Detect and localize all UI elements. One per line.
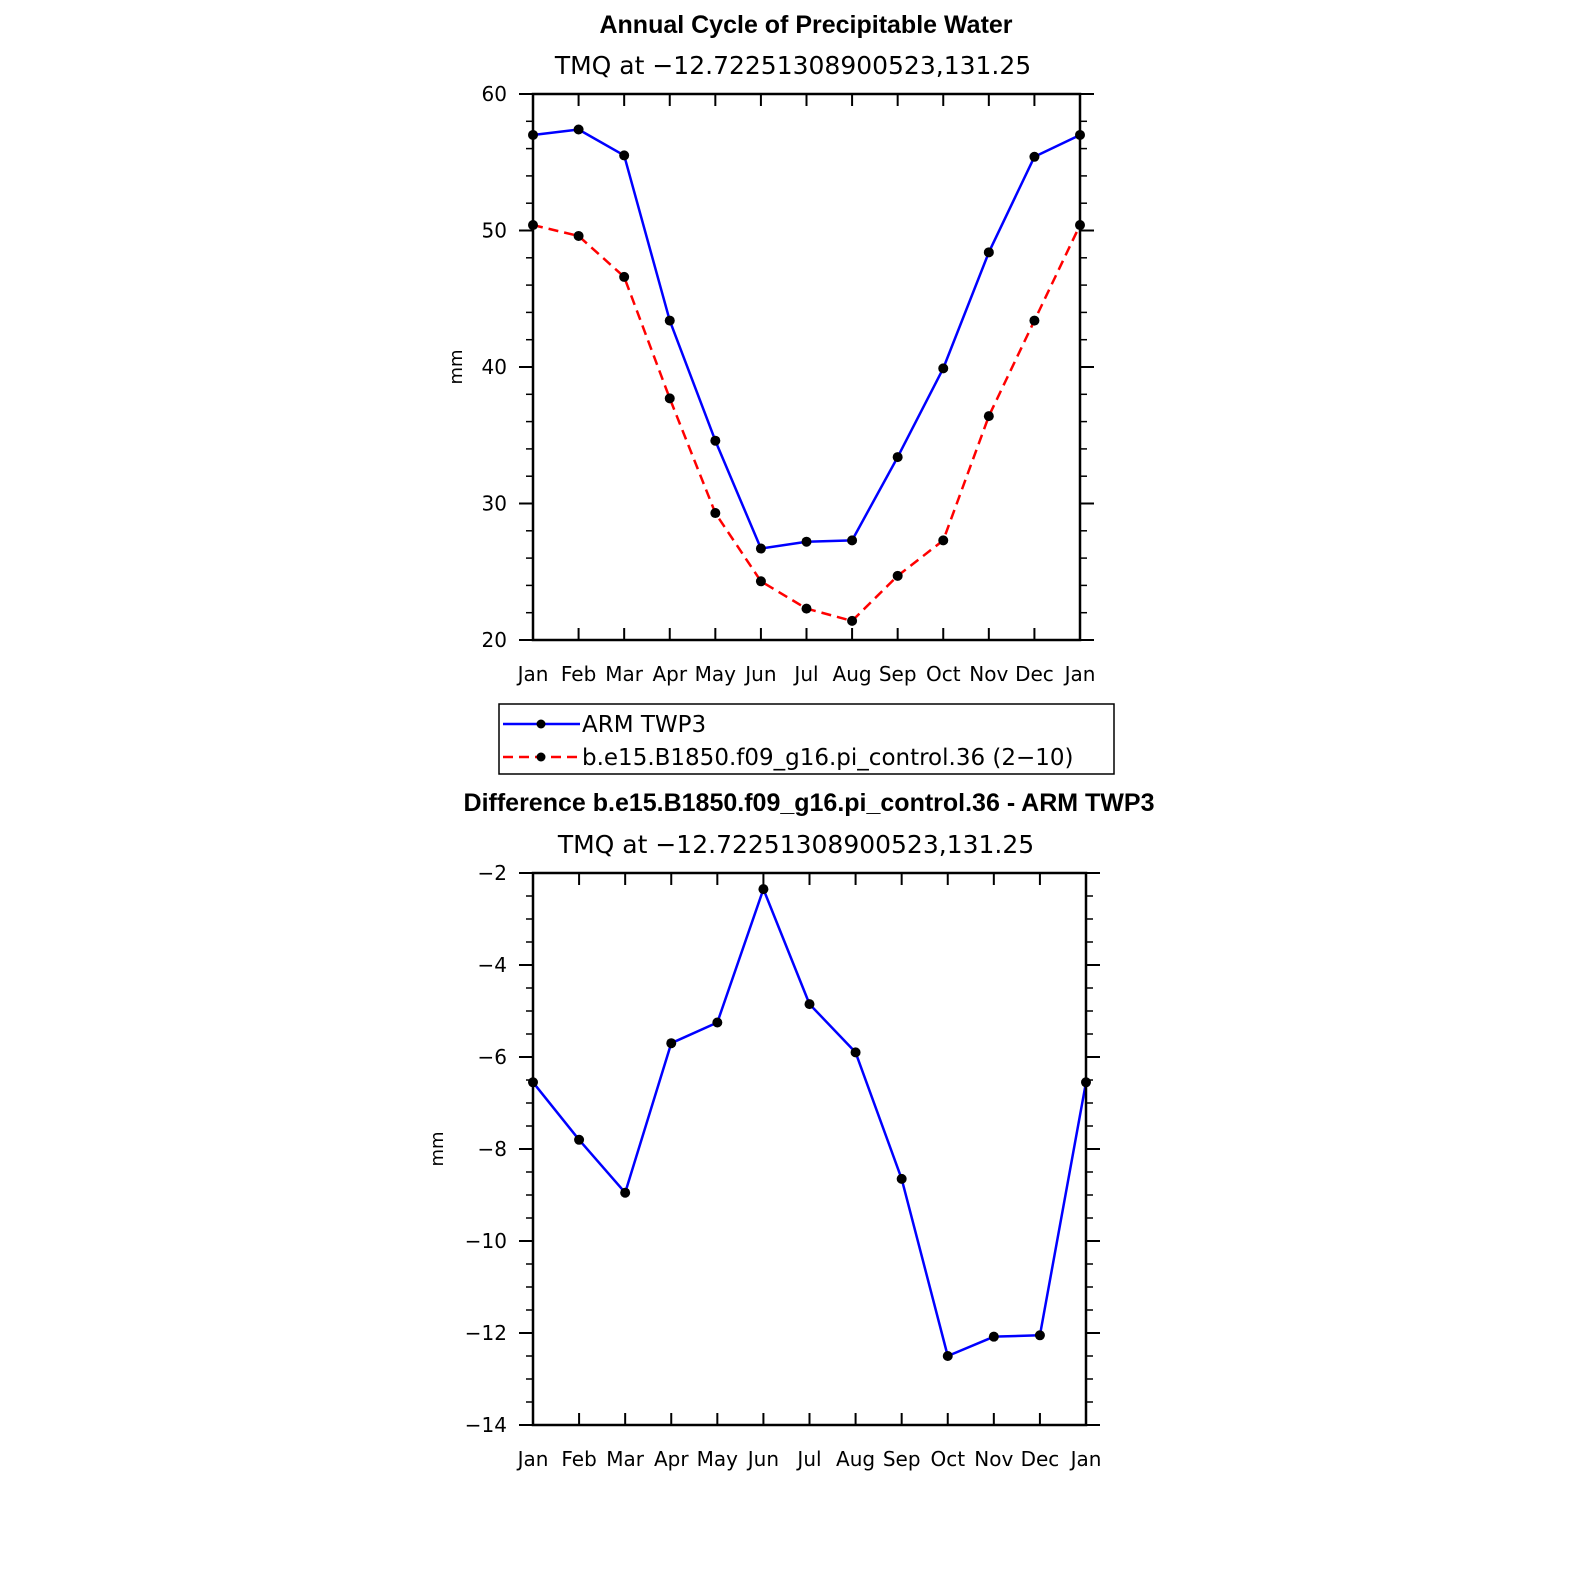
x-tick-label: Sep (883, 1447, 921, 1471)
data-point (801, 603, 812, 614)
x-tick-label: Nov (969, 662, 1008, 686)
data-point (938, 535, 949, 546)
legend-marker-arm (536, 719, 546, 729)
data-point (758, 884, 769, 895)
x-tick-label: Jan (516, 1447, 549, 1471)
x-tick-label: Jun (746, 1447, 779, 1471)
y-tick-label: −10 (465, 1229, 507, 1253)
x-tick-label: Oct (930, 1447, 965, 1471)
plot-frame (531, 92, 1082, 642)
plot-frame (531, 871, 1088, 1427)
annual-cycle-chart: Annual Cycle of Precipitable Water TMQ a… (446, 11, 1095, 686)
series-layer (528, 124, 1085, 626)
data-point (755, 576, 766, 587)
tick-layer: Jan Feb Mar Apr May Jun Jul Aug Sep Oct Nov Dec Jan−… (465, 861, 1102, 1471)
data-point (942, 1351, 953, 1361)
data-point (847, 615, 858, 626)
data-point (801, 536, 812, 547)
y-tick-label: 20 (482, 628, 507, 652)
x-tick-label: Feb (561, 1447, 596, 1471)
data-point (850, 1047, 861, 1058)
x-tick-label: Feb (561, 662, 596, 686)
legend-label-arm: ARM TWP3 (582, 712, 706, 738)
tick-layer: Jan Feb Mar Apr May Jun Jul Aug Sep Oct Nov Dec Jan 2… (482, 82, 1096, 686)
y-tick-label: −4 (478, 953, 507, 977)
data-point (710, 508, 721, 519)
data-point (573, 230, 584, 241)
data-point (710, 435, 721, 446)
data-point (574, 1134, 585, 1145)
series-line (532, 887, 1088, 1358)
x-tick-label: Jan (1069, 1447, 1102, 1471)
x-tick-label: Apr (652, 662, 687, 686)
x-tick-label: Mar (605, 662, 644, 686)
x-tick-label: Nov (974, 1447, 1013, 1471)
data-point (664, 393, 675, 404)
data-point (988, 1331, 999, 1342)
data-point (804, 999, 815, 1010)
y-tick-label: 50 (482, 219, 507, 243)
x-tick-label: Oct (926, 662, 961, 686)
x-tick-label: Aug (833, 662, 872, 686)
data-point (847, 535, 858, 546)
data-point (666, 1038, 677, 1049)
difference-chart: Difference b.e15.B1850.f09_g16.pi_contro… (427, 789, 1154, 1471)
y-tick-label: 30 (482, 492, 507, 516)
y-tick-label: 60 (482, 82, 507, 106)
x-tick-label: Sep (879, 662, 917, 686)
legend: ARM TWP3 b.e15.B1850.f09_g16.pi_control.… (498, 703, 1115, 775)
x-tick-label: May (697, 1447, 739, 1471)
data-point (573, 124, 584, 135)
y-tick-label: −2 (478, 861, 507, 885)
y-axis-label: mm (427, 1131, 448, 1166)
series-line (532, 223, 1082, 623)
x-tick-label: Jul (792, 662, 818, 686)
x-tick-label: Aug (836, 1447, 875, 1471)
y-tick-label: −8 (478, 1137, 507, 1161)
x-tick-label: Apr (654, 1447, 689, 1471)
y-tick-label: −14 (465, 1413, 507, 1437)
chart-subtitle: TMQ at −12.72251308900523,131.25 (557, 830, 1034, 859)
y-tick-label: −6 (478, 1045, 507, 1069)
data-point (938, 363, 949, 374)
data-point (619, 271, 630, 282)
data-point (892, 570, 903, 581)
data-point (1029, 315, 1040, 326)
data-point (1034, 1330, 1045, 1341)
legend-box (498, 703, 1115, 775)
x-tick-label: Dec (1015, 662, 1054, 686)
data-point (755, 543, 766, 554)
x-tick-label: Jun (743, 662, 776, 686)
chart-title: Difference b.e15.B1850.f09_g16.pi_contro… (464, 789, 1155, 817)
data-point (983, 411, 994, 422)
x-tick-label: Jul (795, 1447, 821, 1471)
chart-title: Annual Cycle of Precipitable Water (599, 11, 1012, 39)
data-point (896, 1173, 907, 1184)
x-tick-label: Jan (516, 662, 549, 686)
series-line (532, 128, 1081, 550)
legend-marker-model (536, 752, 546, 762)
data-point (712, 1017, 723, 1028)
data-point (664, 315, 675, 326)
data-point (1029, 151, 1040, 162)
x-tick-label: Dec (1021, 1447, 1060, 1471)
legend-label-model: b.e15.B1850.f09_g16.pi_control.36 (2−10) (582, 745, 1074, 771)
y-axis-label: mm (446, 349, 467, 384)
series-layer (528, 884, 1091, 1361)
y-tick-label: 40 (482, 355, 507, 379)
x-tick-label: Jan (1063, 662, 1096, 686)
x-tick-label: Mar (606, 1447, 645, 1471)
data-point (620, 1187, 631, 1198)
x-tick-label: May (695, 662, 737, 686)
data-point (619, 150, 630, 161)
y-tick-label: −12 (465, 1321, 507, 1345)
data-point (892, 452, 903, 463)
chart-subtitle: TMQ at −12.72251308900523,131.25 (554, 51, 1031, 80)
data-point (983, 247, 994, 258)
